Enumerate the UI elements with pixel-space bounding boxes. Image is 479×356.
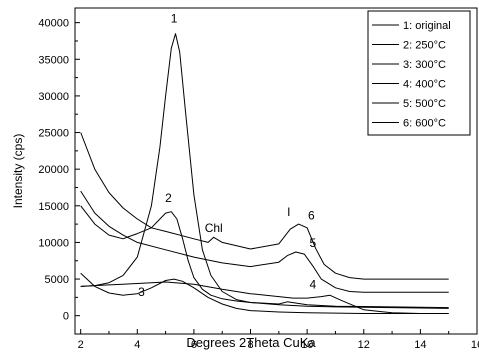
y-tick-label: 0 bbox=[63, 311, 69, 323]
annotation-label: 3 bbox=[138, 285, 145, 299]
legend-entry-label: 4: 400°C bbox=[403, 79, 446, 91]
y-tick-label: 15000 bbox=[38, 201, 69, 213]
legend-entry-label: 1: original bbox=[403, 20, 451, 32]
annotation-label: 2 bbox=[165, 191, 172, 205]
x-tick-label: 6 bbox=[191, 339, 197, 351]
annotation-label: 4 bbox=[309, 278, 316, 292]
y-tick-label: 25000 bbox=[38, 128, 69, 140]
x-tick-label: 12 bbox=[358, 339, 370, 351]
x-axis-ticks: 2 4 6 8 10 12 14 16 bbox=[78, 329, 479, 351]
y-tick-label: 40000 bbox=[38, 18, 69, 30]
annotation-label: 1 bbox=[171, 12, 178, 26]
x-tick-label: 16 bbox=[471, 339, 479, 351]
series-line-6 bbox=[80, 132, 449, 280]
series-line-2 bbox=[80, 205, 449, 309]
series-line-3 bbox=[80, 272, 449, 314]
legend-box bbox=[367, 10, 471, 136]
x-tick-label: 10 bbox=[301, 339, 313, 351]
legend-entry-label: 6: 600°C bbox=[403, 118, 446, 130]
legend-entry-label: 2: 250°C bbox=[403, 40, 446, 52]
x-axis-label: Degrees 2Theta CuKa bbox=[186, 335, 316, 350]
x-tick-label: 2 bbox=[78, 339, 84, 351]
legend: 1: original 2: 250°C 3: 300°C 4: 400°C 5: 50… bbox=[367, 10, 471, 136]
annotation-label: 6 bbox=[308, 209, 315, 223]
annotation-label: Chl bbox=[205, 221, 223, 235]
x-tick-label: 8 bbox=[247, 339, 253, 351]
annotation-label: I bbox=[287, 205, 290, 219]
y-axis-ticks: 0 5000 10000 15000 20000 25000 30000 35000 40000 bbox=[38, 18, 80, 323]
y-tick-label: 20000 bbox=[38, 164, 69, 176]
x-tick-label: 4 bbox=[134, 339, 140, 351]
y-tick-label: 5000 bbox=[45, 274, 69, 286]
series-line-5 bbox=[80, 190, 449, 293]
series-line-4 bbox=[80, 281, 449, 314]
x-tick-label: 14 bbox=[414, 339, 426, 351]
legend-entry-label: 5: 500°C bbox=[403, 98, 446, 110]
series-line-1 bbox=[80, 33, 449, 309]
y-axis-label: Intensity (cps) bbox=[11, 134, 25, 209]
annotation-label: 5 bbox=[309, 236, 316, 250]
y-tick-label: 10000 bbox=[38, 237, 69, 249]
y-tick-label: 35000 bbox=[38, 54, 69, 66]
legend-entry-label: 3: 300°C bbox=[403, 59, 446, 71]
plot-frame bbox=[74, 7, 478, 335]
series-layer bbox=[80, 33, 449, 314]
y-tick-label: 30000 bbox=[38, 91, 69, 103]
annotation-layer: 1 2 3 4 5 6 Chl I bbox=[138, 12, 316, 299]
